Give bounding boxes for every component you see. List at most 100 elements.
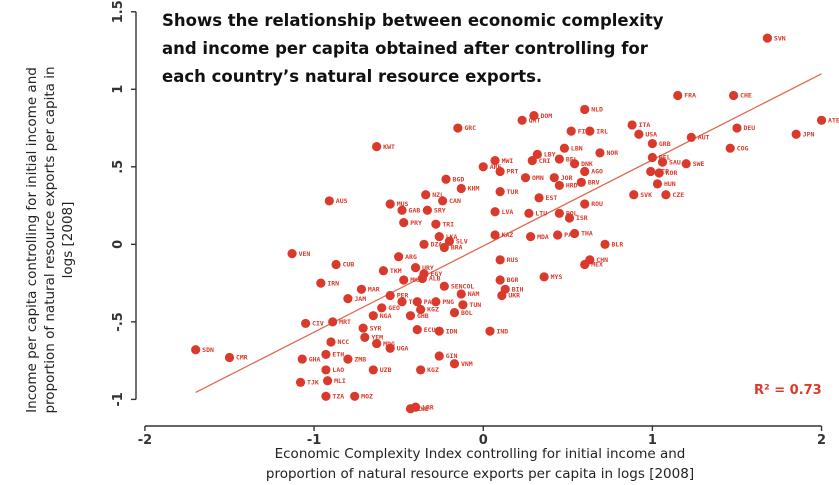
point-label: HRD xyxy=(566,182,578,190)
point-label: MDA xyxy=(537,233,549,241)
point-label: NOR xyxy=(606,149,618,157)
point-label: THA xyxy=(581,230,593,238)
point-label: UZB xyxy=(380,366,392,374)
data-point xyxy=(321,350,330,359)
points-layer: SVNFRA CHEATEJPNDEUCOGAUTNLDDOMQATFIN IRLI… xyxy=(191,34,839,414)
data-point xyxy=(440,282,449,291)
point-label: KGZ xyxy=(427,366,439,374)
point-label: HUN xyxy=(664,180,676,188)
point-label: ARG xyxy=(405,253,417,261)
data-point xyxy=(453,123,462,132)
data-point xyxy=(528,156,537,165)
point-label: IRL xyxy=(596,127,608,135)
point-label: IND xyxy=(496,327,508,335)
data-point xyxy=(440,243,449,252)
data-point xyxy=(316,279,325,288)
data-point xyxy=(397,206,406,215)
point-label: USA xyxy=(645,130,657,138)
data-point xyxy=(323,376,332,385)
data-point xyxy=(565,213,574,222)
data-point xyxy=(490,230,499,239)
data-point xyxy=(357,285,366,294)
data-point xyxy=(580,260,589,269)
point-label: NCC xyxy=(337,338,349,346)
data-point xyxy=(553,230,562,239)
point-label: MAR xyxy=(368,286,380,294)
x-tick-label: -2 xyxy=(138,433,152,448)
point-label: KAZ xyxy=(502,231,514,239)
point-label: GHA xyxy=(309,355,321,363)
point-label: TRI xyxy=(442,220,454,228)
point-label: FRA xyxy=(684,92,696,100)
data-point xyxy=(321,365,330,374)
y-tick-label: 1 xyxy=(111,85,126,94)
data-point xyxy=(629,190,638,199)
data-point xyxy=(450,308,459,317)
data-point xyxy=(191,345,200,354)
r-squared-label: R² = 0.73 xyxy=(754,383,822,398)
point-label: KWT xyxy=(383,143,395,151)
point-label: MLI xyxy=(334,377,346,385)
data-point xyxy=(658,158,667,167)
data-point xyxy=(326,337,335,346)
point-label: TKM xyxy=(390,267,402,275)
data-point xyxy=(763,34,772,43)
data-point xyxy=(570,229,579,238)
data-point xyxy=(673,91,682,100)
data-point xyxy=(729,91,738,100)
data-point xyxy=(411,403,420,412)
data-point xyxy=(331,260,340,269)
point-label: ATE xyxy=(828,116,839,124)
point-label: KHM xyxy=(468,185,480,193)
data-point xyxy=(585,127,594,136)
point-label: VNM xyxy=(461,360,473,368)
annotation-line-3: each country’s natural resource exports. xyxy=(162,67,542,86)
x-tick-label: 2 xyxy=(817,433,826,448)
data-point xyxy=(496,167,505,176)
data-point xyxy=(655,168,664,177)
data-point xyxy=(431,220,440,229)
y-tick-label: 0 xyxy=(111,240,126,249)
point-label: CUB xyxy=(343,261,355,269)
data-point xyxy=(570,159,579,168)
point-label: CRI xyxy=(539,157,551,165)
point-label: MOZ xyxy=(361,392,373,400)
data-point xyxy=(325,196,334,205)
data-point xyxy=(372,339,381,348)
annotation-line-2: and income per capita obtained after con… xyxy=(162,39,649,58)
point-label: CIV xyxy=(312,320,324,328)
data-point xyxy=(296,378,305,387)
data-point xyxy=(580,167,589,176)
data-point xyxy=(399,218,408,227)
x-axis-title-line-2: proportion of natural resource exports p… xyxy=(266,466,694,482)
data-point xyxy=(653,179,662,188)
data-point xyxy=(421,190,430,199)
data-point xyxy=(496,255,505,264)
point-label: ZMB xyxy=(354,355,366,363)
data-point xyxy=(726,144,735,153)
point-label: EST xyxy=(546,194,558,202)
data-point xyxy=(567,127,576,136)
point-label: SYR xyxy=(370,324,382,332)
data-point xyxy=(321,392,330,401)
data-point xyxy=(399,275,408,284)
point-label: BGR xyxy=(507,276,519,284)
point-label: NAM xyxy=(468,290,480,298)
point-label: PRY xyxy=(410,219,422,227)
data-point xyxy=(343,354,352,363)
point-label: JAM xyxy=(354,295,366,303)
data-point xyxy=(416,365,425,374)
data-point xyxy=(580,105,589,114)
data-point xyxy=(441,175,450,184)
point-label: TJK xyxy=(307,379,319,387)
point-label: UKR xyxy=(508,292,520,300)
point-label: SDN xyxy=(202,346,214,354)
data-point xyxy=(406,311,415,320)
point-label: MYS xyxy=(551,273,563,281)
data-point xyxy=(435,351,444,360)
data-point xyxy=(560,144,569,153)
data-point xyxy=(301,319,310,328)
data-point xyxy=(534,193,543,202)
point-label: GIN xyxy=(446,352,458,360)
